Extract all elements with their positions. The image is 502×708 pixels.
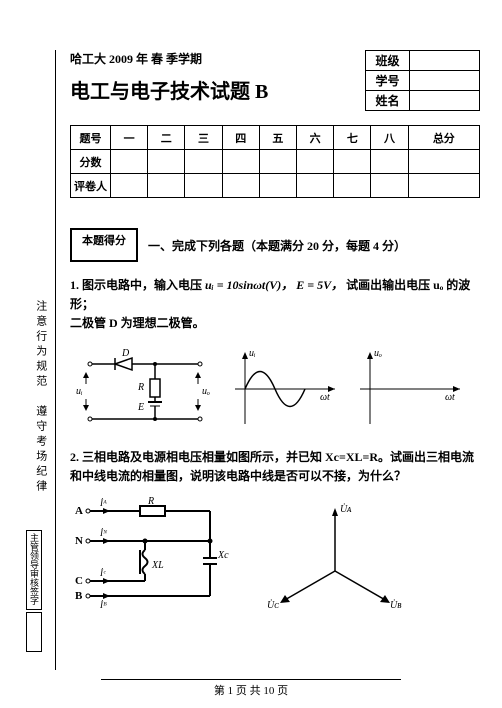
terminal-C: C [75,575,83,587]
page-footer: 第 1 页 共 10 页 [101,679,401,698]
col-5: 五 [259,126,296,150]
diode-label: D [121,348,130,359]
subscore-box: 本题得分 [70,228,138,262]
col-4: 四 [222,126,259,150]
wave-uo-label: uₒ [374,348,382,359]
q1-figures: D R E uᵢ uₒ [70,344,480,434]
page-content: 哈工大 2009 年 春 季学期 电工与电子技术试题 B 班级 学号 姓名 题号… [70,50,480,626]
col-7: 七 [334,126,371,150]
circuit-diagram-1: D R E uᵢ uₒ [70,344,215,434]
XL-label: XL [151,560,164,571]
section-1-header: 本题得分 一、完成下列各题（本题满分 20 分，每题 4 分） [70,228,480,262]
iC-label: İᶜ [99,568,106,578]
student-info-table: 班级 学号 姓名 [365,50,480,111]
terminal-N: N [75,535,83,547]
q1-num: 1. [70,278,79,292]
score-table: 题号 一 二 三 四 五 六 七 八 总分 分数 评卷人 [70,125,480,198]
col-6: 六 [297,126,334,150]
info-row: 姓名 [366,91,480,111]
class-label: 班级 [366,51,410,71]
score-row: 分数 [71,150,480,174]
resistor-label: R [137,382,144,393]
grader-row: 评卷人 [71,174,480,198]
info-row: 班级 [366,51,480,71]
wave-wt-label-2: ωt [445,392,455,403]
q1-text: 图示电路中，输入电压 [82,278,202,292]
id-label: 学号 [366,71,410,91]
iN-label: İᴺ [99,528,108,538]
exam-title: 电工与电子技术试题 B [70,75,268,104]
terminal-A: A [75,505,83,517]
name-value [410,91,480,111]
q1-text3: 二极管 D 为理想二极管。 [70,316,205,330]
UC-label: U̇ᴄ [267,599,279,611]
col-8: 八 [371,126,408,150]
q1-formula2: E = 5V， [296,278,343,292]
id-value [410,71,480,91]
q2-text: 三相电路及电源相电压相量如图所示，并已知 Xc=XL=R。试画出三相电流和中线电… [70,450,474,483]
ui-label: uᵢ [76,386,83,397]
XC-label: Xc [217,550,229,561]
class-value [410,51,480,71]
side-notice-text: 注意行为规范 遵守考场纪律 [30,300,50,495]
header-row: 哈工大 2009 年 春 季学期 电工与电子技术试题 B 班级 学号 姓名 [70,50,480,111]
score-label: 分数 [71,150,111,174]
approval-box: 主管领导审核签字 [26,530,42,610]
wave-ui-label: uᵢ [249,348,256,359]
three-phase-circuit: A N C B R XL [70,496,245,616]
info-row: 学号 [366,71,480,91]
iA-label: İᴬ [99,498,107,508]
UA-label: U̇ᴀ [340,503,352,515]
col-total: 总分 [408,126,479,150]
q1-formula1: uᵢ = 10sinωt(V)， [205,278,293,292]
subscore-label: 本题得分 [72,232,136,248]
wave-wt-label: ωt [320,392,330,403]
R-label: R [147,496,154,507]
approval-box-blank [26,612,42,652]
col-2: 二 [148,126,185,150]
term-line: 哈工大 2009 年 春 季学期 [70,50,268,67]
emf-label: E [137,402,144,413]
terminal-B: B [75,590,83,602]
iB-label: İᴮ [99,600,107,610]
q2-num: 2. [70,450,79,464]
question-2: 2. 三相电路及电源相电压相量如图所示，并已知 Xc=XL=R。试画出三相电流和… [70,448,480,486]
col-3: 三 [185,126,222,150]
phasor-diagram: U̇ᴀ U̇ʙ U̇ᴄ [255,496,425,616]
col-1: 一 [111,126,148,150]
UB-label: U̇ʙ [390,599,402,611]
uo-label: uₒ [202,386,210,397]
grader-label: 评卷人 [71,174,111,198]
waveform-ui: uᵢ ωt [225,344,340,434]
name-label: 姓名 [366,91,410,111]
waveform-uo: uₒ ωt [350,344,465,434]
header-left: 哈工大 2009 年 春 季学期 电工与电子技术试题 B [70,50,268,104]
score-header-row: 题号 一 二 三 四 五 六 七 八 总分 [71,126,480,150]
section-1-title: 一、完成下列各题（本题满分 20 分，每题 4 分） [148,237,406,254]
col-title: 题号 [71,126,111,150]
margin-line [55,50,56,670]
question-1: 1. 图示电路中，输入电压 uᵢ = 10sinωt(V)， E = 5V， 试… [70,276,480,334]
q2-figures: A N C B R XL [70,496,480,616]
